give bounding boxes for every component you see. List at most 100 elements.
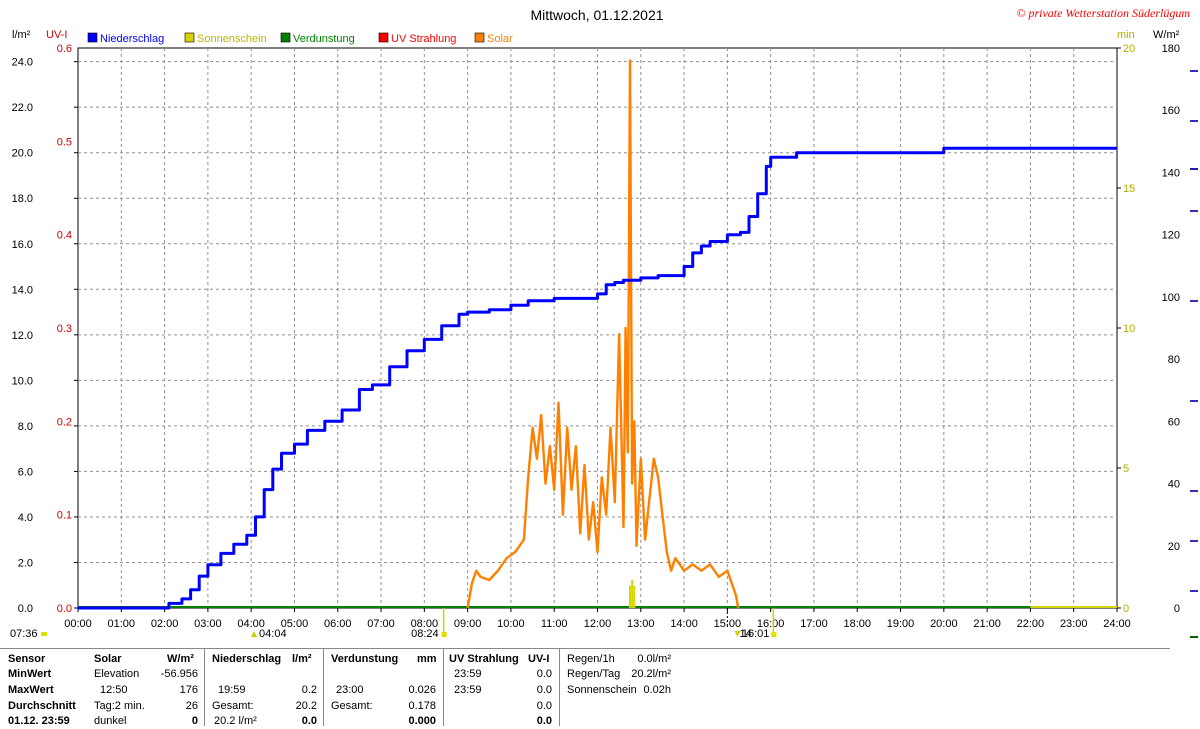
y-tick-label-rain: 4.0: [18, 512, 33, 524]
y-tick-label-solar: 20: [1168, 541, 1180, 553]
right-scroll-strip: [1190, 0, 1200, 726]
evap-label: Gesamt:: [331, 700, 373, 712]
x-tick-label: 22:00: [1017, 618, 1045, 630]
legend: Niederschlag Sonnenschein Verdunstung UV St…: [87, 32, 513, 45]
y-tick-label-uv: 0.2: [57, 416, 72, 428]
weather-chart: Mittwoch, 01.12.2021 © private Wettersta…: [10, 6, 1190, 640]
y-tick-label-rain: 10.0: [12, 375, 33, 387]
sensor-row-avg: Durchschnitt: [8, 700, 76, 712]
x-tick-label: 14:00: [670, 618, 698, 630]
x-tick-label: 20:00: [930, 618, 958, 630]
y-tick-label-solar: 100: [1162, 292, 1180, 304]
y-tick-label-solar: 80: [1168, 354, 1180, 366]
extra-value: 0.02h: [643, 684, 671, 696]
y-tick-label-solar: 120: [1162, 230, 1180, 242]
grid: [78, 48, 1117, 608]
stats-separator: [559, 648, 560, 726]
sunset-marker: [771, 632, 777, 637]
rain-value: 0.0: [301, 715, 317, 727]
evap-value: 0.000: [408, 715, 436, 727]
x-tick-label: 02:00: [151, 618, 179, 630]
strip-mark: [1190, 490, 1198, 492]
x-tick-label: 01:00: [108, 618, 136, 630]
chart-title: Mittwoch, 01.12.2021: [530, 7, 663, 23]
legend-label: Niederschlag: [100, 33, 164, 45]
rain-unit: l/m²: [292, 653, 312, 665]
y-tick-label-uv: 0.1: [57, 510, 72, 522]
solar-value: 0: [191, 715, 198, 727]
y-tick-label-rain: 24.0: [12, 57, 33, 69]
solar-header: Solar: [94, 653, 122, 665]
y-tick-label-rain: 18.0: [12, 193, 33, 205]
y-tick-label-solar: 0: [1174, 603, 1180, 615]
y-tick-label-solar: 140: [1162, 167, 1180, 179]
evap-label: 23:00: [336, 684, 364, 696]
solar-label: Tag:2 min.: [94, 700, 145, 712]
series-niederschlag: [78, 146, 1117, 610]
rain-label: 20.2 l/m²: [214, 715, 257, 727]
solar-label: Elevation: [94, 668, 140, 680]
moonrise-time-label: 04:04: [259, 628, 287, 640]
uv-value: 0.0: [536, 715, 552, 727]
strip-mark: [1190, 400, 1198, 402]
strip-mark: [1190, 168, 1198, 170]
y-tick-label-solar: 60: [1168, 416, 1180, 428]
y-tick-label-min: 10: [1123, 323, 1135, 335]
rain-label: 19:59: [218, 684, 246, 696]
legend-label: Verdunstung: [293, 33, 355, 45]
x-tick-label: 23:00: [1060, 618, 1088, 630]
strip-mark: [1190, 210, 1198, 212]
x-tick-label: 12:00: [584, 618, 612, 630]
x-tick-label: 10:00: [497, 618, 525, 630]
x-tick-label: 17:00: [800, 618, 828, 630]
evap-header: Verdunstung: [331, 653, 399, 665]
stats-separator: [204, 648, 205, 726]
x-tick-label: 03:00: [194, 618, 222, 630]
legend-swatch: [378, 32, 389, 43]
sensor-row-min: MinWert: [8, 668, 52, 680]
solar-value: 26: [185, 700, 198, 712]
y-tick-label-min: 0: [1123, 603, 1129, 615]
sensor-row-max: MaxWert: [8, 684, 54, 696]
x-tick-label: 18:00: [843, 618, 871, 630]
series-layer: [78, 59, 1117, 610]
y-tick-label-min: 20: [1123, 43, 1135, 55]
unit-right-solar: W/m²: [1153, 29, 1180, 41]
extra-label: Sonnenschein: [567, 684, 637, 696]
y-tick-label-solar: 160: [1162, 105, 1180, 117]
legend-label: Solar: [487, 33, 513, 45]
evap-value: 0.178: [408, 700, 436, 712]
strip-mark: [1190, 540, 1198, 542]
series-solar: [466, 59, 740, 609]
y-tick-label-rain: 14.0: [12, 284, 33, 296]
y-tick-label-solar: 180: [1162, 43, 1180, 55]
sunshine-bar: [633, 585, 636, 608]
x-tick-label: 13:00: [627, 618, 655, 630]
uv-value: 0.0: [536, 684, 552, 696]
y-tick-label-rain: 2.0: [18, 557, 33, 569]
uv-label: 23:59: [454, 668, 482, 680]
y-tick-label-uv: 0.6: [57, 43, 72, 55]
solar-unit: W/m²: [167, 653, 194, 665]
solar-label: dunkel: [94, 715, 127, 727]
sunrise-marker: [441, 632, 447, 637]
y-tick-label-uv: 0.4: [57, 230, 72, 242]
x-tick-label: 16:00: [757, 618, 785, 630]
y-tick-label-uv: 0.5: [57, 136, 72, 148]
x-tick-label: 09:00: [454, 618, 482, 630]
uv-label: 23:59: [454, 684, 482, 696]
extra-value: 0.0l/m²: [637, 653, 671, 665]
y-tick-label-rain: 20.0: [12, 148, 33, 160]
x-tick-label: 07:00: [367, 618, 395, 630]
moonrise-marker: [251, 631, 258, 637]
unit-left-uv: UV-I: [46, 29, 67, 41]
x-tick-label: 11:00: [541, 618, 568, 630]
uv-value: 0.0: [536, 700, 552, 712]
y-tick-label-rain: 22.0: [12, 102, 33, 114]
y-tick-label-uv: 0.3: [57, 323, 72, 335]
x-tick-label: 08:00: [411, 618, 439, 630]
uv-header: UV Strahlung: [449, 653, 519, 665]
legend-swatch: [184, 32, 195, 43]
y-tick-label-rain: 8.0: [18, 421, 33, 433]
